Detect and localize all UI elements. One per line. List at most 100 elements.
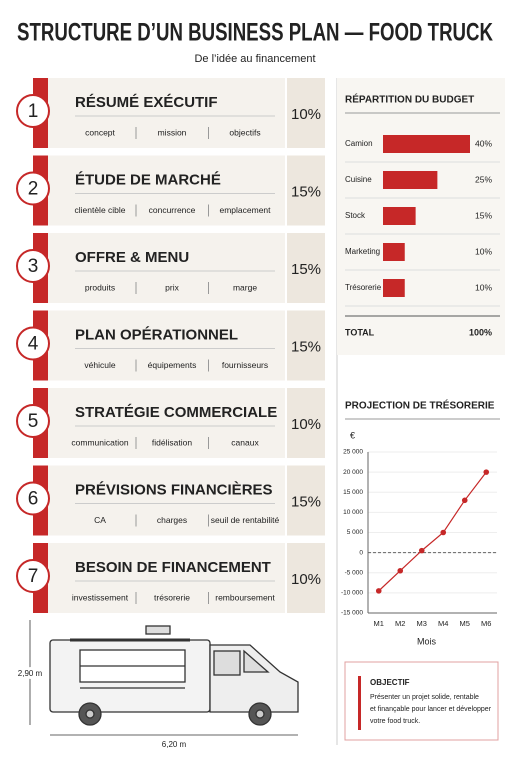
objective-title: OBJECTIF — [370, 678, 410, 687]
data-point — [461, 497, 468, 504]
bar-label: Cuisine — [345, 175, 372, 184]
section-bg — [48, 78, 285, 148]
section-bg — [48, 543, 285, 613]
bar — [383, 243, 405, 261]
data-point — [440, 529, 447, 536]
number-circle — [16, 249, 50, 283]
section-tag: clientèle cible — [74, 205, 125, 215]
section-tag: trésorerie — [154, 592, 190, 602]
share-bg — [287, 465, 325, 536]
subtitle: De l’idée au financement — [194, 53, 315, 65]
section-share: 10% — [291, 571, 321, 588]
y-tick-label: 5 000 — [347, 529, 364, 536]
section-bg — [48, 233, 285, 303]
section-share: 15% — [291, 183, 321, 200]
number-circle — [16, 404, 50, 438]
truck-drawing — [29, 620, 299, 736]
section-tag: équipements — [148, 360, 197, 370]
section-share: 15% — [291, 338, 321, 355]
section-tag: prix — [165, 282, 179, 292]
section-tag: marge — [233, 282, 257, 292]
x-tick-label: M1 — [374, 619, 384, 628]
data-point — [375, 588, 382, 594]
y-tick-label: 20 000 — [343, 469, 363, 476]
share-bg — [287, 310, 325, 381]
value-label: 40% — [475, 138, 492, 148]
objective-box — [344, 661, 499, 741]
section-bg — [48, 155, 285, 226]
total-value: 100% — [469, 327, 492, 337]
data-point — [397, 567, 404, 574]
share-bg — [287, 543, 325, 613]
bar-label: Camion — [345, 139, 373, 148]
number-circle — [16, 326, 50, 361]
y-tick-label: 25 000 — [343, 449, 363, 456]
total-label: TOTAL — [345, 327, 375, 337]
section-tag: produits — [85, 282, 115, 292]
x-tick-label: M3 — [417, 619, 427, 628]
section-tag: fidélisation — [152, 437, 192, 447]
section-tag: canaux — [231, 437, 259, 447]
objective-line: votre food truck. — [370, 718, 420, 725]
y-tick-label: 15 000 — [343, 489, 363, 496]
number-circle — [16, 171, 50, 206]
section-tag: concept — [85, 127, 115, 137]
value-label: 25% — [475, 174, 492, 184]
bar-label: Trésorerie — [345, 283, 382, 292]
section-bg — [48, 465, 285, 536]
section-tag: CA — [94, 515, 106, 525]
objective-line: et finançable pour lancer et développer — [370, 706, 492, 713]
objective-accent — [358, 676, 361, 730]
objective-line: Présenter un projet solide, rentable — [370, 694, 479, 701]
y-tick-label: 0 — [359, 549, 363, 556]
share-bg — [287, 155, 325, 226]
x-tick-label: M5 — [460, 619, 470, 628]
section-title: PRÉVISIONS FINANCIÈRES — [75, 481, 273, 498]
section-tag: objectifs — [229, 127, 260, 137]
section-tag: seuil de rentabilité — [211, 515, 280, 525]
bar — [383, 171, 438, 189]
section-tag: véhicule — [84, 360, 115, 370]
section-title: STRATÉGIE COMMERCIALE — [75, 404, 277, 421]
section-bg — [48, 388, 285, 458]
dim-bg: 2,90 m — [18, 669, 43, 678]
section-title: BESOIN DE FINANCEMENT — [75, 559, 271, 576]
section-title: PLAN OPÉRATIONNEL — [75, 326, 238, 343]
title: STRUCTURE D’UN BUSINESS PLAN — FOOD TRUC… — [17, 19, 493, 47]
section-number: 7 — [28, 566, 39, 587]
x-tick-label: M2 — [395, 619, 405, 628]
data-point — [483, 469, 490, 475]
y-axis-label: € — [350, 430, 355, 440]
section-share: 15% — [291, 261, 321, 278]
section-tag: remboursement — [215, 592, 275, 602]
section-title: OFFRE & MENU — [75, 249, 189, 266]
section-tag: emplacement — [219, 205, 271, 215]
section-tag: charges — [157, 515, 187, 525]
bar-label: Marketing — [345, 247, 380, 256]
section-number: 6 — [28, 489, 39, 510]
section-bg — [48, 310, 285, 381]
section-number: 2 — [28, 179, 39, 200]
budget-panel — [337, 78, 505, 355]
value-label: 10% — [475, 282, 492, 292]
trend-line — [378, 471, 487, 592]
x-axis-label: Mois — [417, 636, 437, 646]
number-circle — [16, 481, 50, 516]
section-tag: mission — [158, 127, 187, 137]
truck-length: 6,20 m — [162, 740, 187, 749]
share-bg — [287, 78, 325, 148]
x-tick-label: M4 — [438, 619, 448, 628]
section-number: 4 — [28, 334, 39, 355]
section-tag: investissement — [72, 592, 129, 602]
section-number: 5 — [28, 411, 39, 432]
share-bg — [287, 233, 325, 303]
chart-title: PROJECTION DE TRÉSORERIE — [345, 399, 495, 412]
bar — [383, 135, 470, 153]
y-tick-label: -5 000 — [345, 569, 364, 576]
bar — [383, 279, 405, 297]
truck-height: 2,90 m — [18, 669, 43, 678]
bar — [383, 207, 416, 225]
y-tick-label: -10 000 — [341, 590, 363, 597]
